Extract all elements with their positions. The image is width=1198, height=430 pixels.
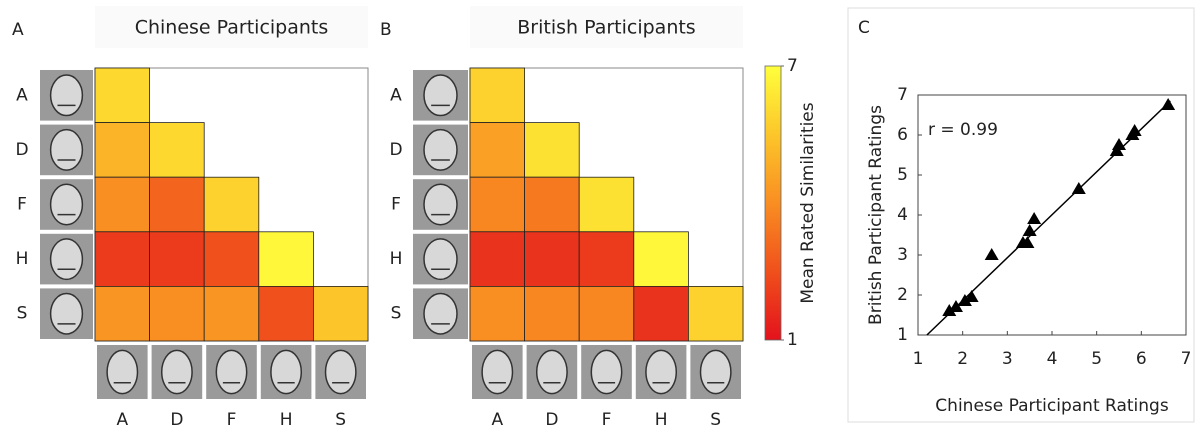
face-icon: [51, 293, 83, 333]
row-label: F: [391, 195, 401, 215]
face-icon: [51, 75, 83, 115]
row-label: S: [391, 304, 402, 324]
heatmap-cell: [95, 232, 150, 287]
heatmap-cell: [634, 286, 689, 341]
x-tick-label: 3: [1002, 349, 1013, 369]
annotation: r = 0.99: [928, 120, 998, 140]
face-icon: [216, 350, 246, 393]
colorbar: [765, 66, 781, 340]
heatmap-cell: [470, 177, 525, 232]
heatmap-cell: [470, 232, 525, 287]
face-icon: [701, 350, 731, 393]
face-icon: [51, 184, 83, 224]
face-icon: [424, 239, 457, 279]
y-tick-label: 3: [897, 245, 908, 265]
heatmap-cell: [95, 286, 150, 341]
heatmap-cell: [525, 177, 580, 232]
column-label: S: [710, 410, 721, 430]
row-label: H: [16, 249, 29, 269]
panel-label: B: [380, 20, 392, 40]
x-tick-label: 4: [1047, 349, 1058, 369]
heatmap-cell: [634, 232, 689, 287]
x-tick-label: 5: [1091, 349, 1102, 369]
heatmap-cell: [313, 286, 368, 341]
colorbar-tick-label: 1: [787, 330, 798, 350]
heatmap-cell: [204, 232, 259, 287]
heatmap-cell: [470, 286, 525, 341]
column-label: H: [280, 410, 293, 430]
heatmap-cell: [204, 177, 259, 232]
face-icon: [326, 350, 356, 393]
face-icon: [646, 350, 676, 393]
heatmap-cell: [525, 232, 580, 287]
y-tick-label: 1: [897, 325, 908, 345]
y-tick-label: 6: [897, 125, 908, 145]
heatmap-cell: [95, 177, 150, 232]
row-label: S: [17, 304, 28, 324]
column-label: F: [602, 410, 612, 430]
face-icon: [424, 75, 457, 115]
face-icon: [591, 350, 621, 393]
heatmap-cell: [525, 123, 580, 178]
heatmap-cell: [470, 123, 525, 178]
face-icon: [424, 293, 457, 333]
y-tick-label: 5: [897, 165, 908, 185]
y-axis-label: British Participant Ratings: [866, 105, 886, 325]
face-icon: [537, 350, 567, 393]
heatmap-cell: [150, 286, 205, 341]
colorbar-tick-label: 7: [787, 56, 798, 76]
colorbar-label: Mean Rated Similarities: [798, 102, 818, 303]
column-label: D: [170, 410, 183, 430]
heatmap-cell: [579, 177, 634, 232]
heatmap-cell: [150, 123, 205, 178]
column-label: F: [227, 410, 237, 430]
panel-label: C: [858, 18, 870, 38]
column-label: D: [545, 410, 558, 430]
x-axis-label: Chinese Participant Ratings: [935, 396, 1169, 416]
face-icon: [51, 130, 83, 170]
heatmap-cell: [204, 286, 259, 341]
heatmap-cell: [95, 123, 150, 178]
chart-title: Chinese Participants: [135, 17, 329, 39]
y-tick-label: 7: [897, 85, 908, 105]
x-tick-label: 2: [957, 349, 968, 369]
row-label: D: [15, 140, 28, 160]
heatmap-cell: [579, 232, 634, 287]
face-icon: [482, 350, 512, 393]
x-tick-label: 6: [1136, 349, 1147, 369]
heatmap-cell: [259, 286, 314, 341]
figure: A Chinese Participants A D F H S A D F H S B British …: [0, 0, 1198, 430]
chart-title: British Participants: [517, 17, 695, 39]
column-label: S: [335, 410, 346, 430]
column-label: H: [655, 410, 668, 430]
column-label: A: [491, 410, 503, 430]
row-label: D: [389, 140, 402, 160]
heatmap-cell: [259, 232, 314, 287]
heatmap-cell: [688, 286, 743, 341]
face-icon: [271, 350, 301, 393]
face-icon: [424, 184, 457, 224]
heatmap-cell: [525, 286, 580, 341]
heatmap-cell: [150, 232, 205, 287]
heatmap-cell: [150, 177, 205, 232]
column-label: A: [116, 410, 128, 430]
row-label: F: [17, 195, 27, 215]
heatmap-cell: [579, 286, 634, 341]
row-label: A: [390, 85, 402, 105]
face-icon: [51, 239, 83, 279]
face-icon: [162, 350, 192, 393]
x-tick-label: 1: [913, 349, 924, 369]
face-icon: [107, 350, 137, 393]
row-label: A: [16, 85, 28, 105]
row-label: H: [390, 249, 403, 269]
face-icon: [424, 130, 457, 170]
y-tick-label: 4: [897, 205, 908, 225]
heatmap-cell: [470, 68, 525, 123]
y-tick-label: 2: [897, 285, 908, 305]
x-tick-label: 7: [1181, 349, 1192, 369]
panel-label: A: [12, 20, 24, 40]
heatmap-cell: [95, 68, 150, 123]
